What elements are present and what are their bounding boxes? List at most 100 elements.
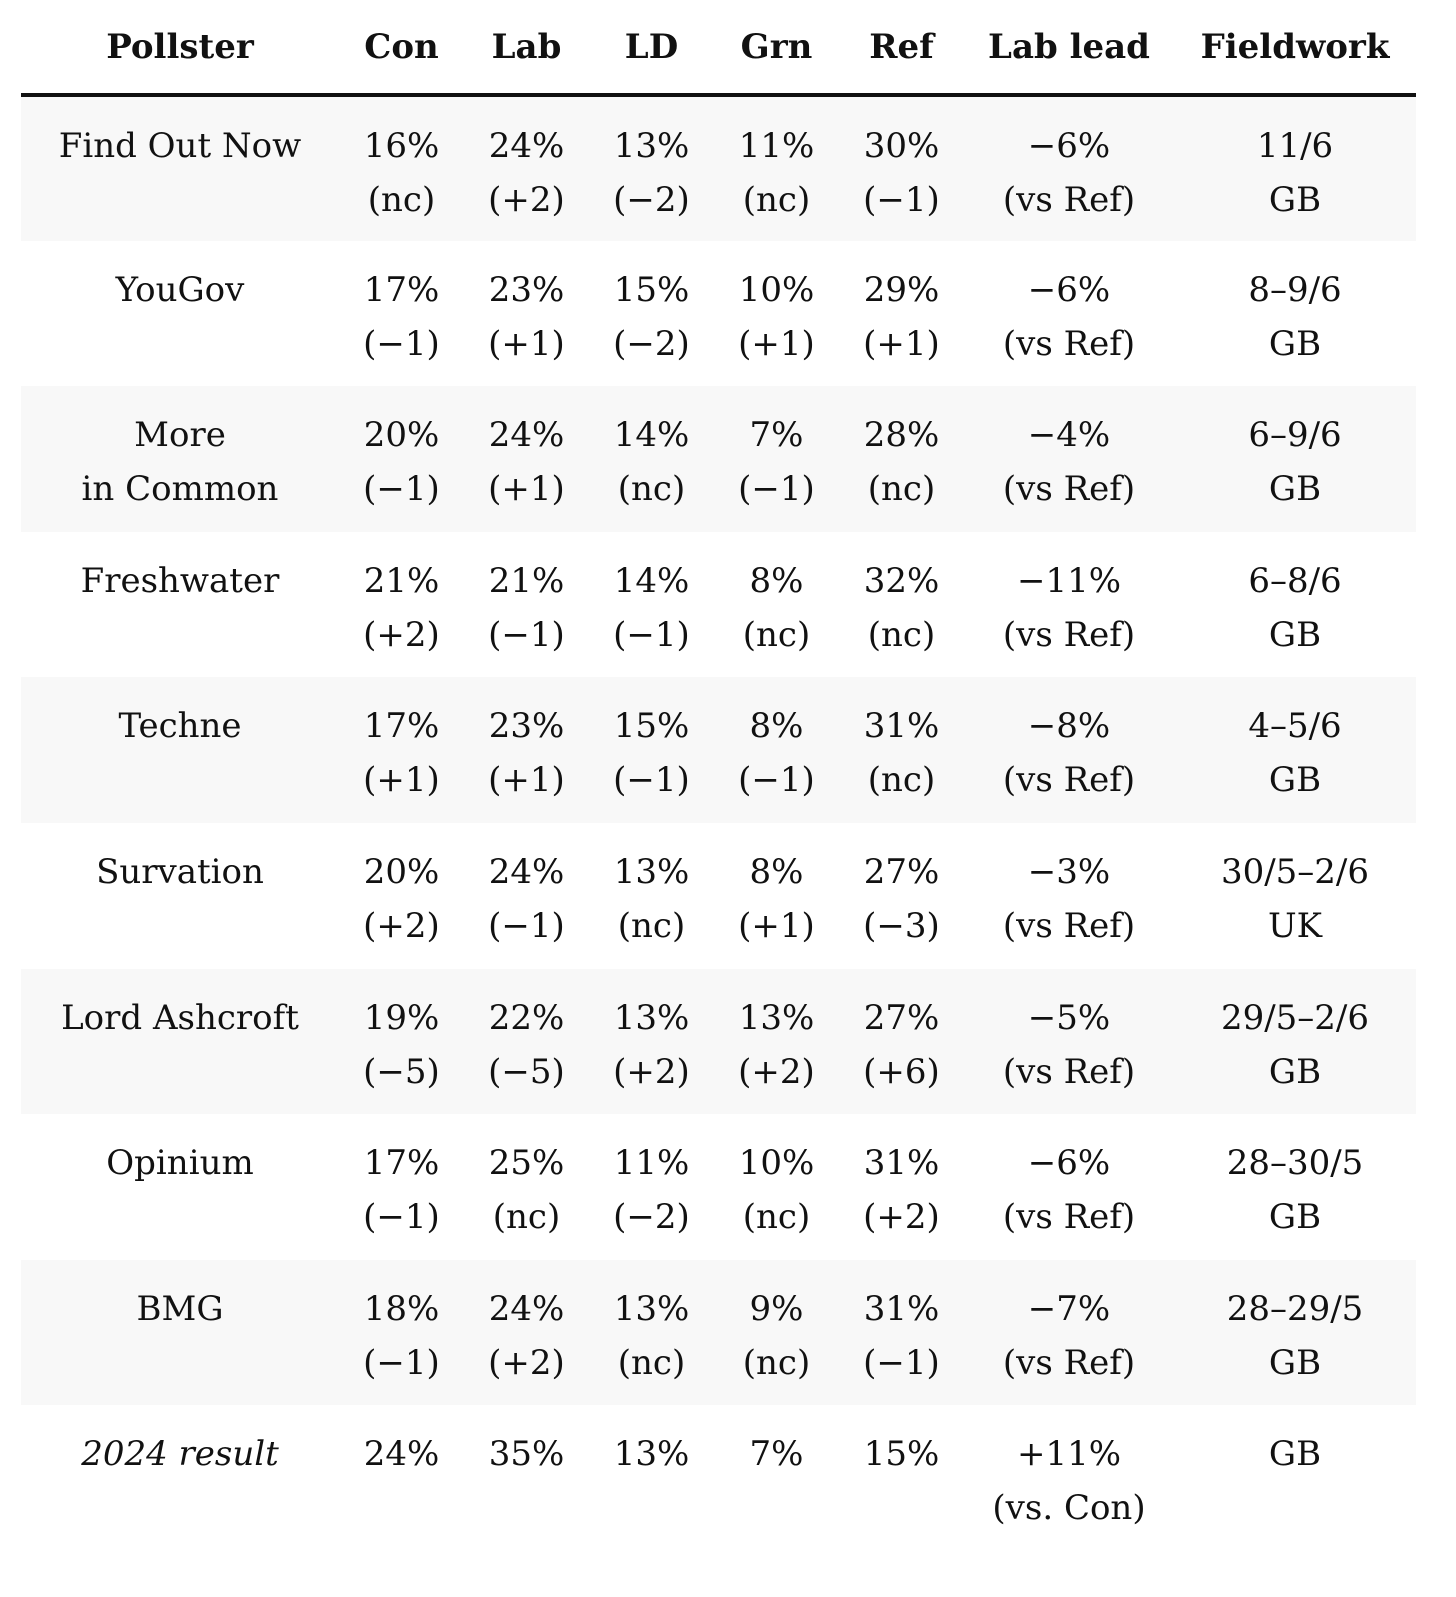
cell-value: 13% [738, 997, 815, 1038]
cell-lead: −11% (vs Ref) [964, 531, 1174, 678]
cell-lead: −7% (vs Ref) [964, 1259, 1174, 1406]
cell-lab: 24% (+2) [464, 95, 589, 241]
cell-pollster: Survation [21, 822, 339, 969]
cell-pollster: Techne [21, 677, 339, 823]
cell-value: 24% [488, 415, 565, 456]
cell-sub: (nc) [492, 1197, 561, 1238]
table-row: Find Out Now 16% (nc) 24% (+2) 13% (−2) 11% (nc… [21, 95, 1416, 241]
cell-value: 11% [613, 1143, 690, 1184]
cell-ref: 30% (−1) [839, 95, 964, 241]
cell-sub: GB [1268, 1342, 1322, 1383]
cell-pollster: Opinium [21, 1114, 339, 1260]
cell-sub: (vs Ref) [1002, 1342, 1136, 1383]
cell-ref: 27% (−3) [839, 822, 964, 969]
cell-ref: 29% (+1) [839, 240, 964, 387]
cell-sub: (vs Ref) [1002, 614, 1136, 655]
cell-ld: 14% (nc) [589, 386, 714, 532]
cell-value: −6% [1027, 126, 1111, 166]
result-pollster: 2024 result [21, 1405, 339, 1556]
table-row: Lord Ashcroft 19% (−5) 22% (−5) 13% (+2) 13% (+… [21, 968, 1416, 1115]
cell-value: −11% [1016, 560, 1122, 601]
cell-sub: GB [1268, 469, 1322, 510]
cell-value: 4–5/6 [1248, 706, 1342, 747]
cell-sub: (+1) [863, 323, 940, 364]
cell-fieldwork: 11/6 GB [1174, 95, 1416, 241]
cell-sub: (+1) [488, 760, 565, 801]
cell-sub: (−3) [863, 905, 940, 946]
cell-sub: in Common [81, 469, 279, 510]
cell-value: 13% [613, 851, 690, 892]
cell-sub: GB [1268, 1197, 1322, 1238]
cell-lead: −6% (vs Ref) [964, 95, 1174, 241]
cell-value: 31% [863, 706, 940, 747]
cell-value: Freshwater [80, 560, 280, 601]
cell-sub: (−1) [738, 469, 815, 510]
cell-value: 28–30/5 [1226, 1143, 1364, 1184]
cell-value: 8–9/6 [1248, 269, 1342, 310]
cell-grn: 11% (nc) [714, 95, 839, 241]
cell-fieldwork: 29/5–2/6 GB [1174, 968, 1416, 1115]
cell-sub: (+2) [488, 1342, 565, 1383]
cell-sub [21, 1045, 339, 1099]
cell-sub: (nc) [617, 905, 686, 946]
cell-sub: (vs Ref) [1002, 323, 1136, 364]
table-row: YouGov 17% (−1) 23% (+1) 15% (−2) 10% (+1) 29% (+… [21, 240, 1416, 387]
cell-sub: (nc) [867, 614, 936, 655]
cell-value: 8% [749, 851, 804, 892]
header-lab-lead: Lab lead [964, 0, 1174, 97]
cell-fieldwork: 28–30/5 GB [1174, 1114, 1416, 1260]
cell-lead: −4% (vs Ref) [964, 386, 1174, 532]
cell-sub [21, 1336, 339, 1390]
cell-lab: 24% (+1) [464, 386, 589, 532]
cell-sub: (+1) [363, 760, 440, 801]
cell-lab: 21% (−1) [464, 531, 589, 678]
cell-value: More [134, 415, 226, 456]
cell-sub: (−1) [363, 1342, 440, 1383]
cell-sub: (vs Ref) [1002, 1051, 1136, 1092]
cell-sub: UK [1267, 905, 1323, 946]
cell-value: 18% [363, 1288, 440, 1329]
cell-value: 6–8/6 [1248, 560, 1342, 601]
cell-sub [21, 173, 339, 227]
result-ld: 13% [589, 1405, 714, 1556]
cell-value: 24% [488, 126, 565, 166]
header-ld: LD [589, 0, 714, 97]
cell-sub: (+2) [363, 614, 440, 655]
cell-lab: 22% (−5) [464, 968, 589, 1115]
cell-sub: (−2) [613, 180, 690, 220]
cell-sub: (nc) [617, 469, 686, 510]
cell-sub: (−1) [488, 905, 565, 946]
cell-grn: 10% (nc) [714, 1114, 839, 1260]
header-grn: Grn [714, 0, 839, 97]
table-row: Survation 20% (+2) 24% (−1) 13% (nc) 8% (+1) 27%… [21, 822, 1416, 969]
cell-value: 30/5–2/6 [1220, 851, 1370, 892]
cell-sub: (−2) [613, 1197, 690, 1238]
cell-sub: (+1) [488, 469, 565, 510]
cell-value: 27% [863, 997, 940, 1038]
header-pollster: Pollster [21, 0, 339, 97]
cell-lab: 23% (+1) [464, 677, 589, 823]
cell-pollster: Find Out Now [21, 95, 339, 241]
result-grn: 7% [714, 1405, 839, 1556]
cell-grn: 10% (+1) [714, 240, 839, 387]
cell-sub: (vs Ref) [1002, 760, 1136, 801]
cell-value: Opinium [106, 1143, 254, 1184]
cell-value: 13% [613, 126, 690, 166]
header-row: Pollster Con Lab LD Grn Ref Lab lead Fie… [21, 0, 1416, 97]
cell-ref: 32% (nc) [839, 531, 964, 678]
result-lead: +11% (vs. Con) [964, 1405, 1174, 1556]
cell-lead: −8% (vs Ref) [964, 677, 1174, 823]
cell-grn: 7% (−1) [714, 386, 839, 532]
result-ref: 15% [839, 1405, 964, 1556]
cell-sub: (+1) [738, 323, 815, 364]
cell-fieldwork: 30/5–2/6 UK [1174, 822, 1416, 969]
cell-ref: 31% (−1) [839, 1259, 964, 1406]
cell-sub: (−1) [363, 469, 440, 510]
cell-sub: (−1) [613, 760, 690, 801]
cell-sub: GB [1268, 760, 1322, 801]
cell-pollster: BMG [21, 1259, 339, 1406]
header-ref: Ref [839, 0, 964, 97]
cell-value: 22% [488, 997, 565, 1038]
cell-value: 31% [863, 1143, 940, 1184]
cell-ld: 13% (nc) [589, 1259, 714, 1406]
